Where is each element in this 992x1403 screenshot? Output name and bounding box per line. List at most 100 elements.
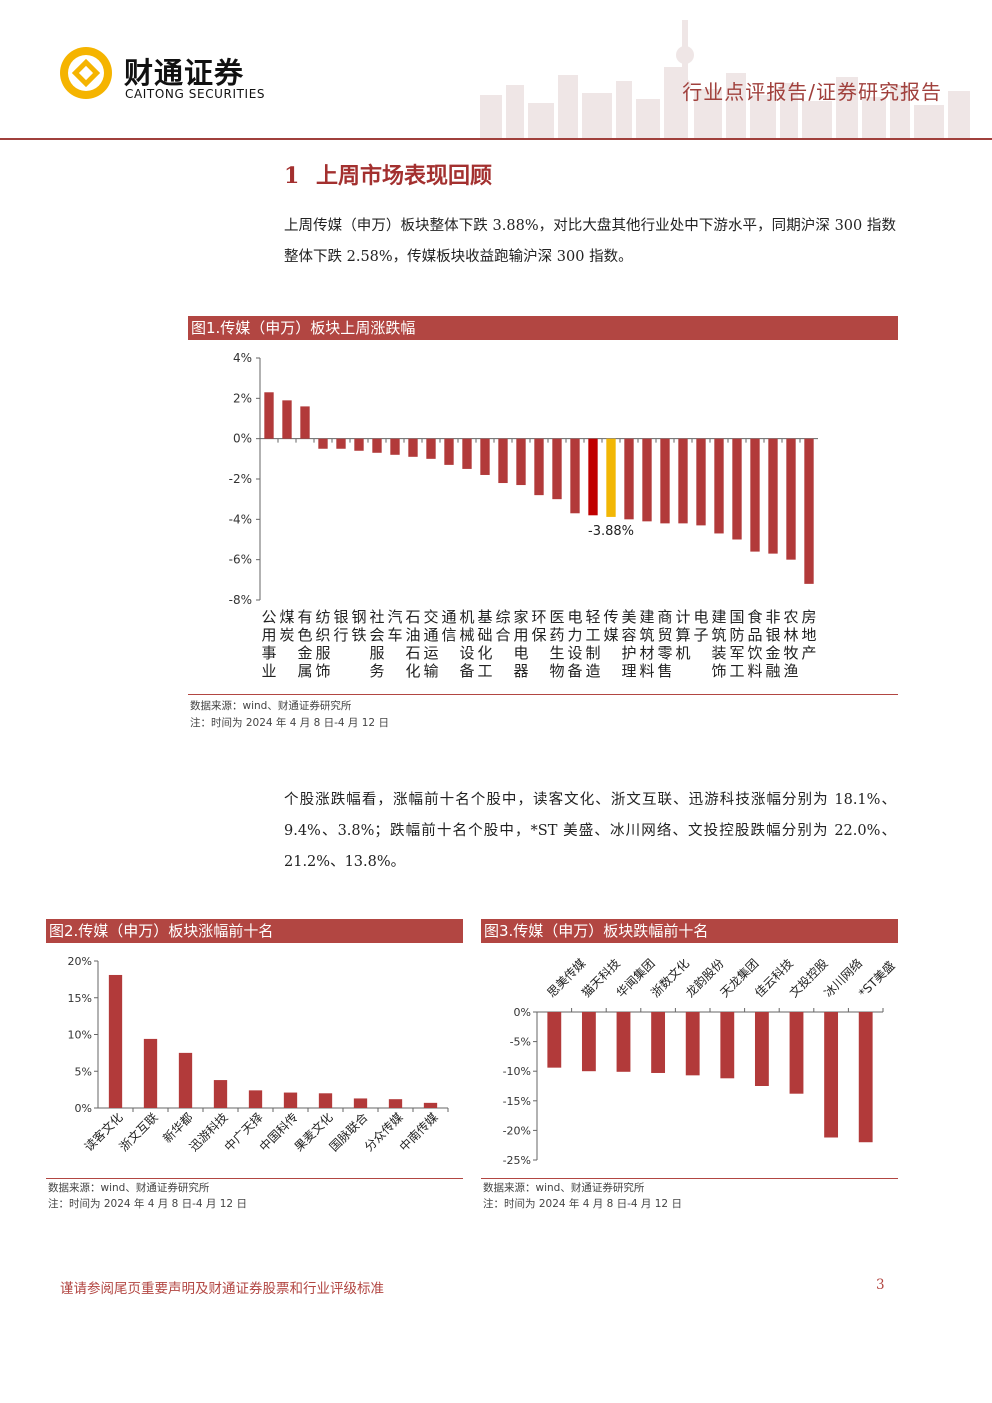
x-tick-label: 纺织服饰 bbox=[315, 608, 330, 680]
y-tick-label: -4% bbox=[229, 512, 252, 526]
y-tick-label: 0% bbox=[514, 1006, 531, 1019]
bar-基础化工 bbox=[480, 438, 490, 475]
y-tick-label: -10% bbox=[503, 1065, 531, 1078]
bar-电力设备 bbox=[570, 438, 580, 514]
bar-煤炭 bbox=[282, 400, 292, 439]
x-tick-label: 银行 bbox=[333, 608, 348, 644]
bar-交通运输 bbox=[426, 438, 436, 459]
bar-冰川网络 bbox=[824, 1012, 839, 1138]
header-divider bbox=[0, 138, 992, 140]
y-tick-label: 20% bbox=[68, 955, 92, 968]
x-tick-label: 房地产 bbox=[801, 608, 816, 662]
y-tick-label: -25% bbox=[503, 1154, 531, 1167]
paragraph-market-review: 上周传媒（申万）板块整体下跌 3.88%，对比大盘其他行业处中下游水平，同期沪深… bbox=[284, 218, 896, 265]
bar-建筑装饰 bbox=[714, 438, 724, 534]
bar-环保 bbox=[534, 438, 544, 496]
bar-新华都 bbox=[178, 1052, 193, 1108]
x-tick-label: 电力设备 bbox=[567, 608, 582, 680]
page-number: 3 bbox=[876, 1277, 885, 1293]
bar-医药生物 bbox=[552, 438, 562, 500]
bar-房地产 bbox=[804, 438, 814, 584]
caitong-logo-icon bbox=[60, 47, 112, 99]
bar-果麦文化 bbox=[318, 1093, 333, 1108]
figure-2-note: 注：时间为 2024 年 4 月 8 日-4 月 12 日 bbox=[48, 1198, 247, 1210]
section-title: 上周市场表现回顾 bbox=[316, 163, 493, 189]
x-tick-label: 有色金属 bbox=[297, 608, 312, 680]
bar-天龙集团 bbox=[720, 1012, 735, 1079]
bar-浙数文化 bbox=[651, 1012, 666, 1073]
bar-中广天择 bbox=[248, 1090, 263, 1108]
figure-1-source: 数据来源：wind、财通证券研究所 bbox=[190, 700, 352, 712]
x-tick-label: 石油石化 bbox=[405, 608, 420, 680]
y-tick-label: 5% bbox=[75, 1065, 92, 1078]
x-tick-label: 公用事业 bbox=[261, 608, 276, 680]
section-heading: 1 上周市场表现回顾 bbox=[284, 158, 492, 190]
figure-1-rule bbox=[188, 694, 898, 695]
bar-文投控股 bbox=[789, 1012, 804, 1094]
x-tick-label: 轻工制造 bbox=[585, 608, 600, 680]
x-tick-label: 社会服务 bbox=[369, 608, 384, 680]
highlight-value-label: -3.88% bbox=[588, 524, 634, 539]
bar-佳云科技 bbox=[754, 1012, 769, 1086]
figure-2-rule bbox=[46, 1178, 463, 1179]
bar-纺织服饰 bbox=[318, 438, 328, 449]
bar-电子 bbox=[696, 438, 706, 526]
bar-商贸零售 bbox=[660, 438, 670, 524]
x-tick-label: 建筑材料 bbox=[639, 608, 654, 680]
bar-非银金融 bbox=[768, 438, 778, 554]
bar-汽车 bbox=[390, 438, 400, 455]
bar-国防军工 bbox=[732, 438, 742, 540]
x-tick-label: 通信 bbox=[441, 608, 456, 644]
bar-有色金属 bbox=[300, 406, 310, 439]
x-tick-label: 医药生物 bbox=[549, 608, 564, 680]
section-number: 1 bbox=[284, 163, 300, 189]
city-skyline-watermark bbox=[480, 20, 970, 140]
x-tick-label: 计算机 bbox=[675, 608, 690, 662]
y-tick-label: 0% bbox=[233, 432, 252, 446]
x-tick-label: 家用电器 bbox=[513, 608, 528, 680]
bar-华闻集团 bbox=[616, 1012, 631, 1072]
bar-公用事业 bbox=[264, 392, 274, 439]
y-tick-label: 0% bbox=[75, 1102, 92, 1115]
bar-银行 bbox=[336, 438, 346, 449]
y-tick-label: 2% bbox=[233, 391, 252, 405]
x-tick-label: 电子 bbox=[693, 608, 708, 644]
y-tick-label: -20% bbox=[503, 1124, 531, 1137]
x-tick-label: 食品饮料 bbox=[747, 608, 762, 680]
x-tick-label: 中南传媒 bbox=[396, 1110, 441, 1155]
y-tick-label: 10% bbox=[68, 1029, 92, 1042]
x-tick-label: 煤炭 bbox=[279, 608, 294, 644]
figure-1-title: 图1.传媒（申万）板块上周涨跌幅 bbox=[188, 316, 898, 340]
x-tick-label: 交通运输 bbox=[423, 608, 438, 680]
figure-1-note: 注：时间为 2024 年 4 月 8 日-4 月 12 日 bbox=[190, 717, 389, 729]
bar-中南传媒 bbox=[423, 1102, 438, 1108]
x-tick-label: 国防军工 bbox=[729, 608, 744, 680]
figure-3-source: 数据来源：wind、财通证券研究所 bbox=[483, 1182, 645, 1194]
bar-农林牧渔 bbox=[786, 438, 796, 560]
footer-disclaimer: 谨请参阅尾页重要声明及财通证券股票和行业评级标准 bbox=[60, 1281, 384, 1297]
bar-分众传媒 bbox=[388, 1099, 403, 1108]
x-tick-label: 综合 bbox=[495, 608, 510, 644]
bar-计算机 bbox=[678, 438, 688, 524]
y-tick-label: -6% bbox=[229, 553, 252, 567]
bar-龙韵股份 bbox=[685, 1012, 700, 1076]
bar-*ST美盛 bbox=[858, 1012, 873, 1143]
y-tick-label: 4% bbox=[233, 351, 252, 365]
figure-3-chart: 0%-5%-10%-15%-20%-25%思美传媒猫天科技华闻集团浙数文化龙韵股… bbox=[503, 956, 898, 1167]
page-header: 财通证券 CAITONG SECURITIES 行业点评报告/证券研究报告 bbox=[0, 0, 992, 145]
bar-思美传媒 bbox=[547, 1012, 562, 1068]
x-tick-label: 环保 bbox=[531, 608, 546, 644]
figure-3-note: 注：时间为 2024 年 4 月 8 日-4 月 12 日 bbox=[483, 1198, 682, 1210]
bar-通信 bbox=[444, 438, 454, 465]
x-tick-label: 浙文互联 bbox=[116, 1110, 161, 1155]
x-tick-label: 传媒 bbox=[603, 608, 618, 644]
x-tick-label: 机械设备 bbox=[459, 608, 474, 680]
report-type: 行业点评报告/证券研究报告 bbox=[682, 80, 942, 104]
bar-读客文化 bbox=[108, 974, 123, 1108]
y-tick-label: 15% bbox=[68, 992, 92, 1005]
company-name-en: CAITONG SECURITIES bbox=[125, 87, 266, 101]
figure-1-chart: 4% 2% 0% -2% -4% -6% -8% 公用事业煤炭有色金属纺织服饰银行钢铁社会服务… bbox=[229, 351, 818, 680]
bar-综合 bbox=[498, 438, 508, 484]
figure-2-title: 图2.传媒（申万）板块涨幅前十名 bbox=[46, 919, 463, 943]
